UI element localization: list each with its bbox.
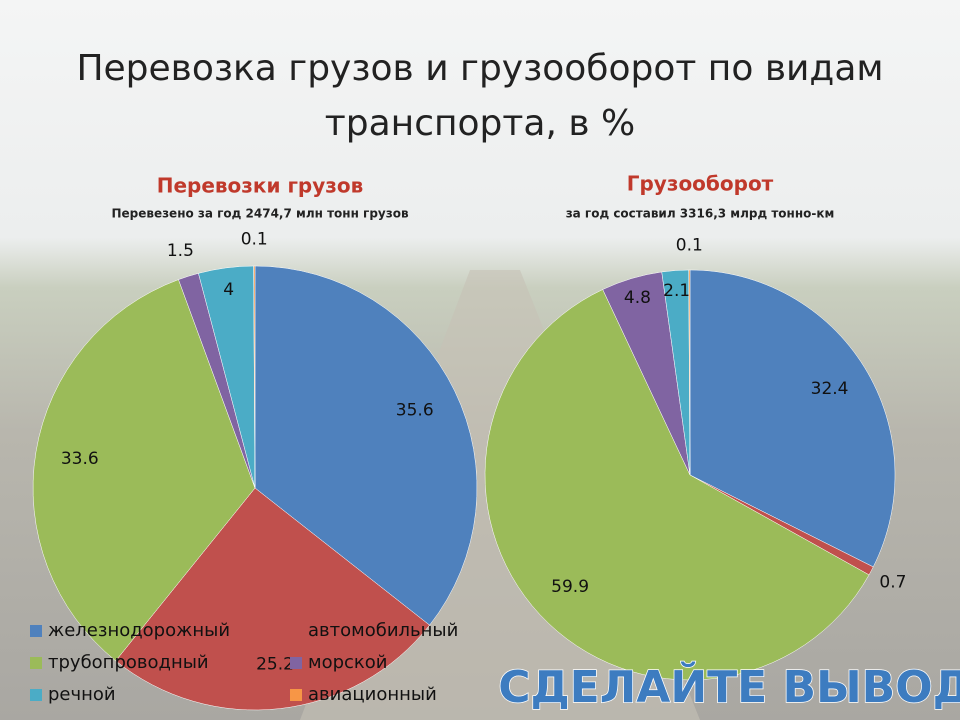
pies: 35.6 25.2 33.6 1.5 4 0.1 32.4 0.7 59.9 4.8 2.1 0.1 bbox=[32, 229, 906, 711]
data-label: 59.9 bbox=[551, 577, 589, 597]
pie-slice bbox=[689, 269, 896, 568]
call-to-action: СДЕЛАЙТЕ ВЫВОД bbox=[498, 660, 960, 713]
legend-swatch bbox=[290, 689, 302, 701]
legend-label: речной bbox=[48, 684, 116, 705]
pie-slice bbox=[254, 265, 478, 626]
legend-swatch bbox=[30, 657, 42, 669]
legend-label: автомобильный bbox=[308, 620, 458, 641]
chart-title: Грузооборот bbox=[627, 172, 774, 196]
data-label: 0.1 bbox=[241, 229, 268, 249]
data-label: 2.1 bbox=[663, 281, 690, 301]
data-label: 35.6 bbox=[396, 400, 434, 420]
legend: железнодорожный автомобильный трубопроводн… bbox=[30, 620, 458, 705]
data-label: 25.2 bbox=[256, 654, 294, 674]
chart-subtitle: за год составил 3316,3 млрд тонно-км bbox=[566, 207, 835, 221]
pie-slice bbox=[32, 279, 256, 662]
chart-title: Перевозки грузов bbox=[157, 174, 364, 198]
data-label: 0.7 bbox=[879, 572, 906, 592]
slide-title: транспорта, в % bbox=[325, 103, 635, 144]
legend-label: трубопроводный bbox=[48, 652, 209, 673]
data-label: 1.5 bbox=[167, 241, 194, 261]
pie-slice bbox=[484, 289, 870, 681]
legend-swatch bbox=[290, 657, 302, 669]
legend-swatch bbox=[30, 625, 42, 637]
pie-slice bbox=[115, 487, 430, 711]
legend-swatch bbox=[290, 625, 302, 637]
data-label: 4 bbox=[223, 280, 234, 300]
legend-label: морской bbox=[308, 652, 388, 673]
chart-subtitle: Перевезено за год 2474,7 млн тонн грузов bbox=[111, 207, 409, 221]
data-label: 0.1 bbox=[676, 235, 703, 255]
legend-label: железнодорожный bbox=[48, 620, 230, 641]
data-label: 32.4 bbox=[811, 379, 849, 399]
pie-slice bbox=[253, 265, 256, 489]
legend-swatch bbox=[30, 689, 42, 701]
data-label: 33.6 bbox=[61, 449, 99, 469]
slide-title: Перевозка грузов и грузооборот по видам bbox=[76, 48, 883, 89]
data-label: 4.8 bbox=[624, 288, 651, 308]
pie-slice bbox=[688, 269, 691, 476]
legend-label: авиационный bbox=[308, 684, 437, 705]
